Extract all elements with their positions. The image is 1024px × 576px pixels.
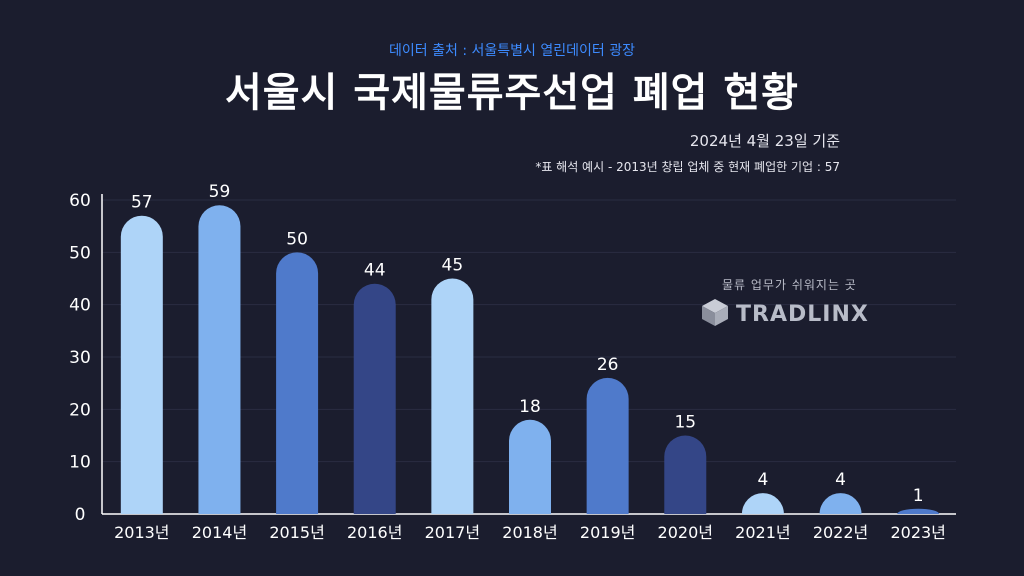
bar — [664, 435, 707, 514]
reference-date: 2024년 4월 23일 기준 — [689, 132, 840, 150]
x-tick-label: 2015년 — [269, 523, 324, 542]
bar — [897, 508, 940, 514]
bar-value-label: 4 — [835, 470, 846, 490]
bar-value-label: 44 — [364, 261, 386, 281]
x-tick-label: 2023년 — [890, 523, 945, 542]
bar — [120, 215, 163, 514]
bar-value-label: 18 — [519, 397, 541, 417]
brand-name: TRADLINX — [736, 301, 869, 327]
chart-title: 서울시 국제물류주선업 폐업 현황 — [225, 70, 799, 116]
x-tick-label: 2014년 — [192, 523, 247, 542]
x-tick-label: 2018년 — [502, 523, 557, 542]
x-tick-label: 2017년 — [425, 523, 480, 542]
bar-value-label: 59 — [209, 182, 231, 202]
bar — [431, 278, 474, 514]
data-source-label: 데이터 출처 : 서울특별시 열린데이터 광장 — [389, 43, 635, 59]
x-tick-label: 2016년 — [347, 523, 402, 542]
bar — [586, 377, 629, 514]
cube-logo-icon — [700, 297, 730, 331]
bar-value-label: 1 — [913, 486, 924, 506]
bar-value-label: 4 — [757, 470, 768, 490]
interpretation-note: *표 해석 예시 - 2013년 창립 업체 중 현재 폐업한 기업 : 57 — [535, 160, 840, 174]
y-tick-label: 50 — [69, 243, 91, 263]
bar — [198, 205, 241, 514]
y-tick-label: 30 — [69, 348, 91, 368]
y-tick-label: 20 — [69, 400, 91, 420]
x-tick-label: 2020년 — [658, 523, 713, 542]
bar-value-label: 57 — [131, 193, 153, 213]
bar-value-label: 15 — [674, 413, 696, 433]
bar — [353, 283, 396, 514]
y-tick-label: 40 — [69, 296, 91, 316]
x-tick-label: 2013년 — [114, 523, 169, 542]
x-tick-label: 2022년 — [813, 523, 868, 542]
bar — [276, 252, 319, 514]
bar-value-label: 50 — [286, 229, 308, 249]
bar — [509, 419, 551, 514]
bar — [741, 493, 784, 514]
bar-value-label: 45 — [442, 256, 464, 276]
brand-tagline: 물류 업무가 쉬워지는 곳 — [722, 278, 857, 292]
bar-value-label: 26 — [597, 355, 619, 375]
x-tick-label: 2019년 — [580, 523, 635, 542]
y-tick-label: 60 — [69, 191, 91, 211]
bar — [819, 493, 862, 514]
brand-watermark: 물류 업무가 쉬워지는 곳 TRADLINX — [700, 276, 900, 331]
x-tick-label: 2021년 — [735, 523, 790, 542]
y-tick-label: 0 — [75, 505, 86, 525]
y-tick-label: 10 — [69, 453, 91, 473]
